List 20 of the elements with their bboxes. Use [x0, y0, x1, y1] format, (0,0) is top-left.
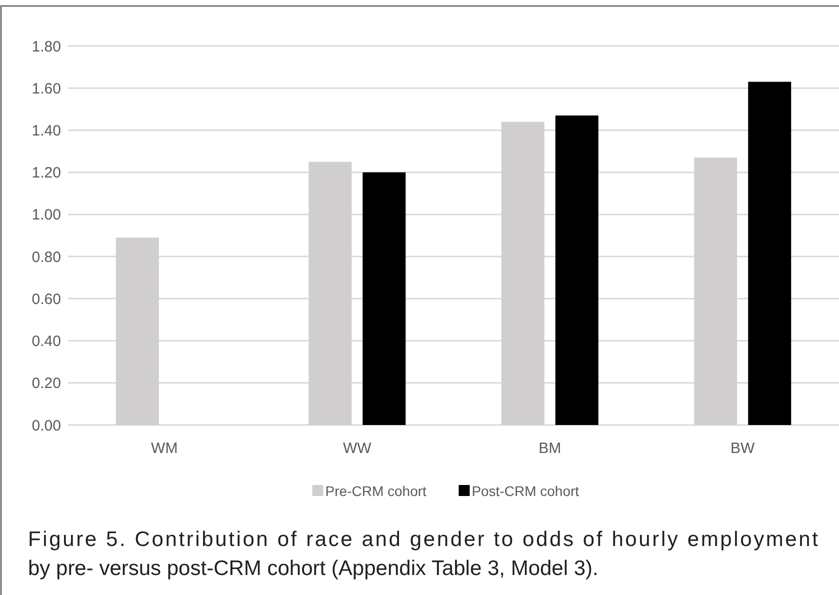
legend-label: Pre-CRM cohort — [325, 482, 427, 499]
bar — [555, 115, 598, 425]
y-tick-label: 1.00 — [32, 206, 61, 224]
legend-label: Post-CRM cohort — [472, 482, 580, 499]
bar — [748, 82, 792, 425]
x-tick-label: WW — [342, 440, 372, 457]
x-tick-label: BW — [730, 440, 756, 457]
y-tick-label: 0.40 — [32, 333, 61, 350]
bar — [362, 172, 406, 425]
y-tick-label: 1.80 — [32, 38, 61, 56]
y-tick-label: 1.60 — [32, 80, 61, 98]
y-tick-label: 0.20 — [32, 375, 61, 392]
x-tick-label: BM — [538, 440, 562, 457]
y-tick-label: 0.60 — [32, 290, 61, 308]
y-tick-label: 1.20 — [32, 164, 61, 182]
x-tick-label: WM — [151, 440, 178, 457]
y-tick-label: 1.40 — [32, 122, 61, 140]
y-tick-label: 0.00 — [32, 417, 61, 434]
y-tick-label: 0.80 — [32, 248, 61, 266]
caption: Figure 5. Contribution of race and gender to odds of hourly employment by pre- versus post-CRM cohort (Appendix Table 3, Model 3). — [28, 528, 818, 580]
